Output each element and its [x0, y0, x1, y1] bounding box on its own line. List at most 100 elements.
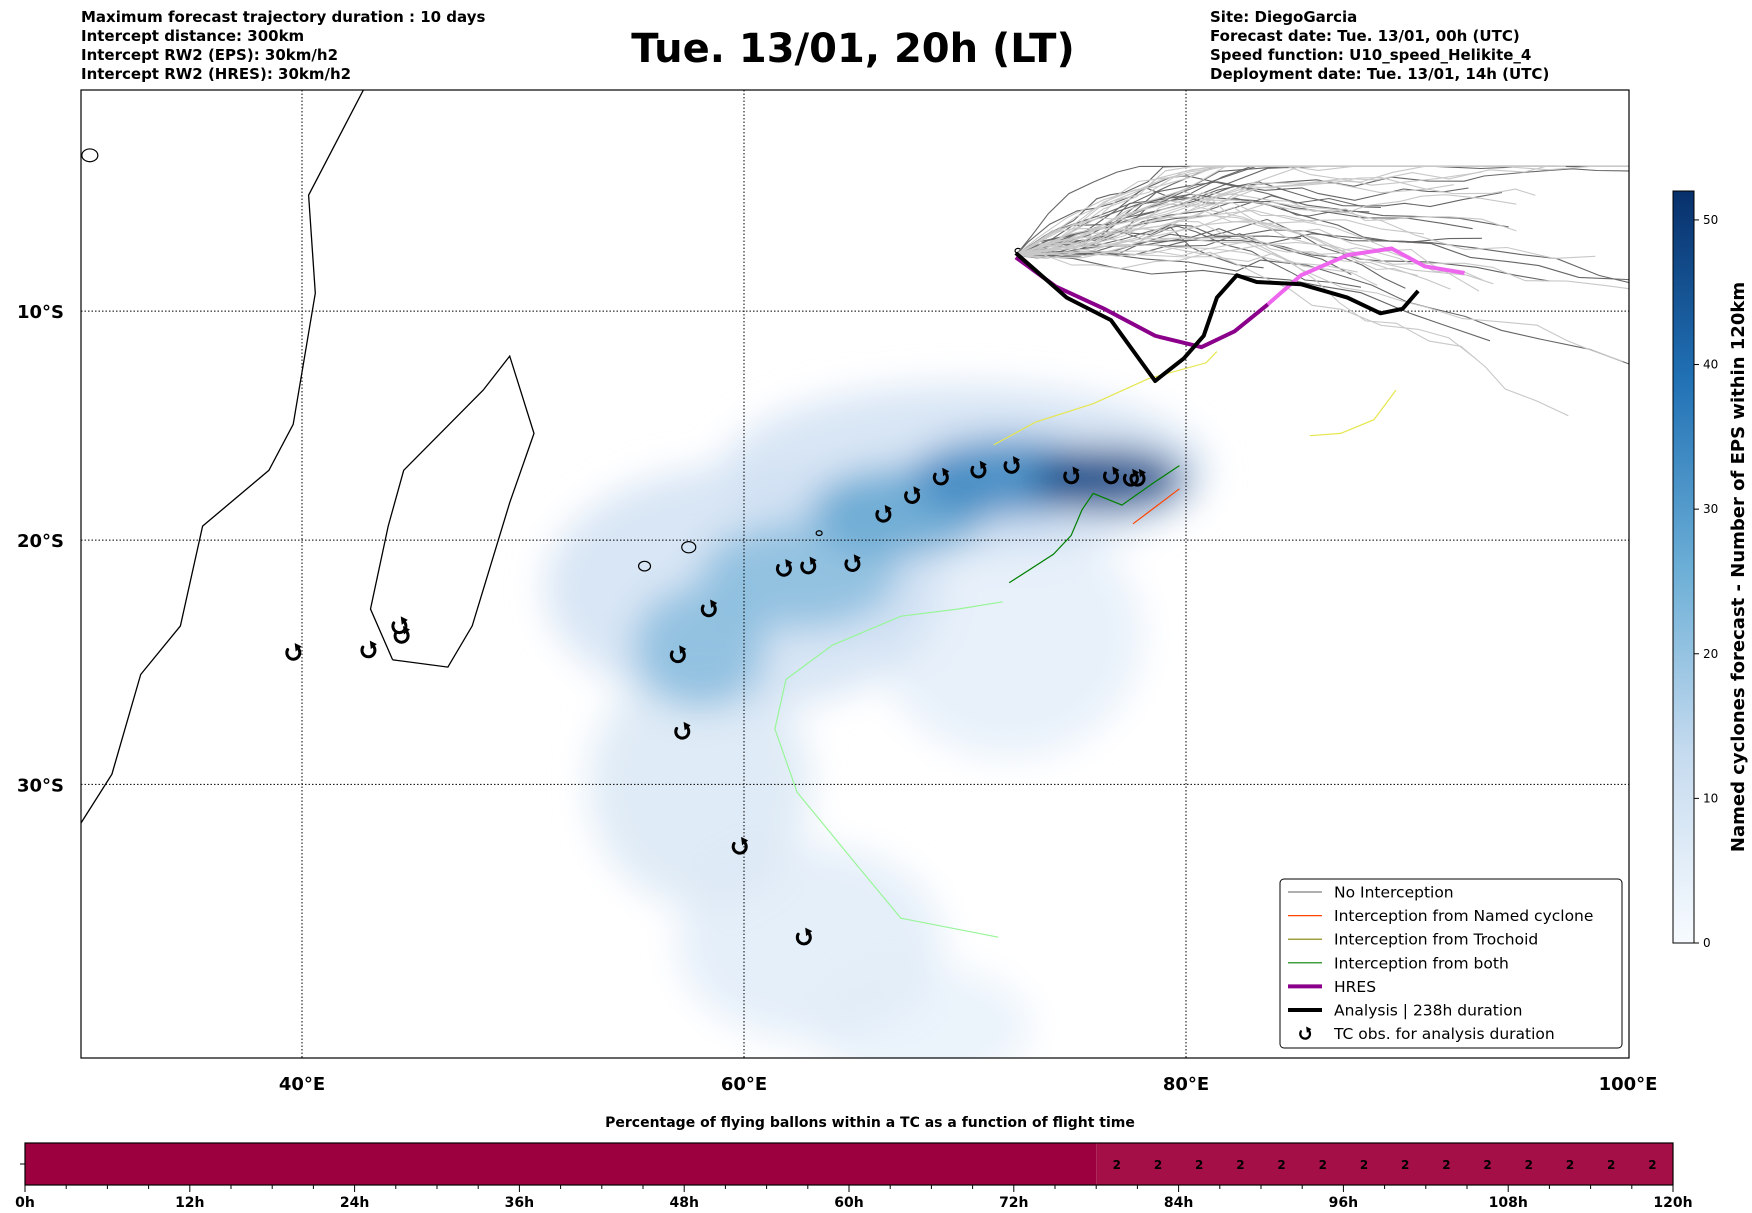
- cyclone-arrowhead: [1012, 456, 1020, 465]
- cell-value-label: 2: [1566, 1158, 1574, 1172]
- trajectory-no-interception: [1015, 214, 1451, 290]
- density-blob: [589, 662, 811, 906]
- trajectory-both-light: [774, 601, 1003, 938]
- cyclone-arrowhead: [400, 616, 408, 625]
- trajectory-no-interception: [1015, 246, 1623, 362]
- trajectory-no-interception: [1015, 246, 1358, 273]
- flight-time-segment: [1096, 1143, 1673, 1185]
- trajectory-no-interception: [1015, 165, 1629, 256]
- lon-tick-label: 40°E: [279, 1074, 325, 1095]
- flight-time-tick-label: 72h: [999, 1195, 1028, 1211]
- legend-item-label: TC obs. for analysis duration: [1333, 1025, 1555, 1043]
- density-blob: [699, 522, 899, 630]
- cyclone-arrowhead: [913, 486, 921, 495]
- cyclone-arrowhead: [1138, 468, 1146, 478]
- map-frame: [80, 89, 1630, 1059]
- trajectory-no-interception: [1015, 220, 1418, 276]
- trajectory-trochoid: [993, 351, 1218, 446]
- tc-obs-icon: [674, 721, 691, 740]
- cyclone-arc: [1063, 469, 1080, 485]
- cell-value-label: 2: [1277, 1158, 1285, 1172]
- colorbar-tick-label: 50: [1703, 213, 1718, 227]
- lon-tick-label: 100°E: [1599, 1074, 1658, 1095]
- legend-item-label: No Interception: [1334, 884, 1454, 902]
- cyclone-arc: [700, 602, 717, 618]
- header-intercept-distance: Intercept distance: 300km: [81, 27, 304, 45]
- trajectory-no-interception: [1015, 210, 1484, 281]
- tc-obs-icon: [1122, 468, 1140, 487]
- cell-value-label: 2: [1154, 1158, 1162, 1172]
- lat-tick-label: 30°S: [17, 775, 64, 796]
- flight-time-tick-label: 96h: [1329, 1195, 1358, 1211]
- trajectory-no-interception: [1015, 252, 1629, 365]
- tc-obs-icon: [1003, 456, 1020, 474]
- density-blob: [1031, 447, 1186, 512]
- cyclone-arc: [775, 562, 792, 577]
- lat-tick-label: 10°S: [17, 302, 64, 323]
- tc-obs-icon: [1063, 466, 1080, 485]
- cyclone-arc: [285, 646, 302, 661]
- island: [637, 560, 652, 572]
- flight-time-tick-label: 120h: [1653, 1195, 1692, 1211]
- trajectory-no-interception: [1015, 241, 1494, 285]
- header-deployment-date: Deployment date: Tue. 13/01, 14h (UTC): [1210, 65, 1549, 83]
- cell-value-label: 2: [1483, 1158, 1491, 1172]
- cyclone-arrowhead: [683, 721, 691, 731]
- density-blob: [633, 586, 767, 709]
- lon-tick-label: 80°E: [1163, 1074, 1209, 1095]
- flight-time-tick-label: 108h: [1489, 1195, 1528, 1211]
- coastlines: [81, 90, 1022, 824]
- density-field: [545, 385, 1209, 1058]
- figure-title: Tue. 13/01, 20h (LT): [631, 26, 1074, 72]
- cyclone-arrowhead: [1132, 468, 1140, 478]
- coastline-madagascar: [369, 354, 535, 668]
- header-max-duration: Maximum forecast trajectory duration : 1…: [81, 8, 485, 26]
- tc-obs-icon: [970, 460, 987, 479]
- cyclone-arrowhead: [679, 645, 687, 654]
- cyclone-arc: [1103, 469, 1119, 485]
- cyclone-arrowhead: [805, 927, 813, 937]
- cyclone-arc: [795, 931, 812, 946]
- tc-obs-icon: [731, 836, 749, 855]
- trajectory-hres-late: [1266, 246, 1465, 306]
- tc-obs-icon: [1103, 466, 1120, 485]
- cyclone-arc: [393, 629, 410, 644]
- map-axis-labels: 40°E 60°E 80°E 100°E 10°S 20°S 30°S: [17, 302, 1657, 1095]
- flight-time-tick-label: 0h: [15, 1195, 35, 1211]
- colorbar-label: Named cyclones forecast - Number of EPS …: [1728, 282, 1749, 852]
- lon-tick-label: 60°E: [721, 1074, 767, 1095]
- flight-time-tick-label: 12h: [175, 1195, 204, 1211]
- map-area: [81, 90, 1629, 1058]
- trajectories: [774, 165, 1629, 938]
- coastline-africa: [81, 90, 365, 824]
- cell-value-label: 2: [1236, 1158, 1244, 1172]
- cyclone-arrowhead: [741, 836, 749, 846]
- flight-time-bar: Percentage of flying ballons within a TC…: [15, 1115, 1692, 1211]
- tc-obs-icon: [932, 467, 950, 486]
- cyclone-arrowhead: [402, 626, 410, 635]
- colorbar-tick-label: 0: [1703, 936, 1711, 950]
- header-forecast-date: Forecast date: Tue. 13/01, 00h (UTC): [1210, 27, 1520, 45]
- legend-item-label: Analysis | 238h duration: [1334, 1002, 1523, 1020]
- cyclone-arc: [875, 508, 892, 523]
- trajectory-named-cyclone: [1132, 488, 1180, 525]
- cell-value-label: 2: [1648, 1158, 1656, 1172]
- trajectory-no-interception: [1015, 165, 1566, 256]
- tc-obs-icon: [1129, 468, 1146, 487]
- cell-value-label: 2: [1195, 1158, 1203, 1172]
- density-blob: [876, 513, 1142, 758]
- trajectory-no-interception: [1015, 200, 1317, 256]
- tc-obs-icon: [775, 559, 793, 577]
- cyclone-arc: [800, 560, 817, 575]
- colorbar-tick-label: 10: [1703, 791, 1718, 805]
- cyclone-arc: [360, 643, 377, 659]
- colorbar-tick-label: 20: [1703, 647, 1718, 661]
- tc-obs-icon: [904, 486, 921, 504]
- flight-time-tick-label: 60h: [834, 1195, 863, 1211]
- cyclone-arc: [669, 648, 686, 664]
- tc-obs-icon: [700, 599, 718, 618]
- cyclone-arc: [932, 471, 949, 486]
- cell-value-label: 2: [1607, 1158, 1615, 1172]
- colorbar-tick-label: 30: [1703, 502, 1718, 516]
